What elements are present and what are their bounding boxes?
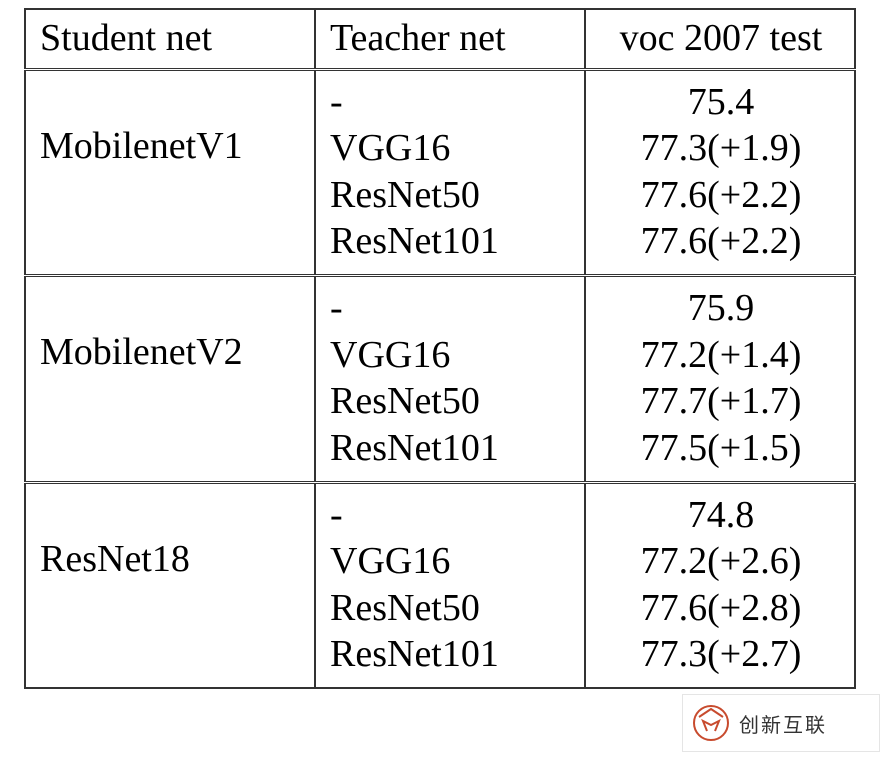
teacher-cell: -VGG16ResNet50ResNet101 [315, 70, 585, 276]
voc-value: 77.3(+2.7) [600, 631, 842, 677]
student-cell: MobilenetV2 [25, 276, 315, 482]
teacher-value: ResNet50 [330, 172, 572, 218]
voc-value: 77.6(+2.2) [600, 172, 842, 218]
voc-value: 77.6(+2.2) [600, 218, 842, 264]
student-label: MobilenetV2 [40, 329, 302, 375]
voc-value: 77.6(+2.8) [600, 585, 842, 631]
results-table: Student net Teacher net voc 2007 test Mo… [24, 8, 856, 689]
teacher-value: VGG16 [330, 332, 572, 378]
voc-value: 75.9 [600, 285, 842, 331]
voc-value: 77.3(+1.9) [600, 125, 842, 171]
student-cell: MobilenetV1 [25, 70, 315, 276]
teacher-value: ResNet50 [330, 585, 572, 631]
watermark: 创新互联 [682, 694, 880, 752]
table-row: MobilenetV2-VGG16ResNet50ResNet10175.977… [25, 276, 855, 482]
student-label: MobilenetV1 [40, 123, 302, 169]
watermark-text: 创新互联 [739, 709, 827, 738]
voc-value: 77.2(+1.4) [600, 332, 842, 378]
teacher-value: ResNet101 [330, 631, 572, 677]
col-header-teacher: Teacher net [315, 9, 585, 70]
col-header-voc: voc 2007 test [585, 9, 855, 70]
table-header-row: Student net Teacher net voc 2007 test [25, 9, 855, 70]
teacher-value: - [330, 285, 572, 331]
voc-value: 74.8 [600, 492, 842, 538]
voc-cell: 75.477.3(+1.9)77.6(+2.2)77.6(+2.2) [585, 70, 855, 276]
student-cell: ResNet18 [25, 482, 315, 688]
teacher-value: ResNet101 [330, 218, 572, 264]
teacher-value: ResNet50 [330, 378, 572, 424]
teacher-value: - [330, 492, 572, 538]
teacher-cell: -VGG16ResNet50ResNet101 [315, 482, 585, 688]
results-table-container: Student net Teacher net voc 2007 test Mo… [24, 8, 854, 689]
voc-value: 77.2(+2.6) [600, 538, 842, 584]
voc-value: 75.4 [600, 79, 842, 125]
voc-value: 77.7(+1.7) [600, 378, 842, 424]
table-row: MobilenetV1-VGG16ResNet50ResNet10175.477… [25, 70, 855, 276]
teacher-value: ResNet101 [330, 425, 572, 471]
table-body: MobilenetV1-VGG16ResNet50ResNet10175.477… [25, 70, 855, 689]
col-header-student: Student net [25, 9, 315, 70]
voc-cell: 74.877.2(+2.6)77.6(+2.8)77.3(+2.7) [585, 482, 855, 688]
voc-cell: 75.977.2(+1.4)77.7(+1.7)77.5(+1.5) [585, 276, 855, 482]
table-row: ResNet18-VGG16ResNet50ResNet10174.877.2(… [25, 482, 855, 688]
teacher-cell: -VGG16ResNet50ResNet101 [315, 276, 585, 482]
teacher-value: VGG16 [330, 538, 572, 584]
voc-value: 77.5(+1.5) [600, 425, 842, 471]
watermark-logo-icon [691, 703, 731, 743]
student-label: ResNet18 [40, 536, 302, 582]
teacher-value: VGG16 [330, 125, 572, 171]
teacher-value: - [330, 79, 572, 125]
